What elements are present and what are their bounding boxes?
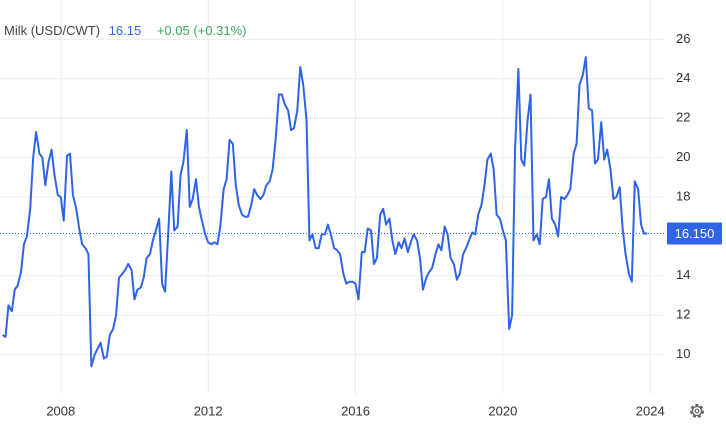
y-tick-label: 24: [676, 70, 690, 85]
grid: [0, 0, 665, 394]
last-price-box: [667, 222, 722, 245]
y-tick-label: 26: [676, 31, 690, 46]
x-tick-label: 2016: [341, 403, 370, 418]
y-tick-label: 10: [676, 346, 690, 361]
y-tick-label: 18: [676, 188, 690, 203]
y-tick-label: 22: [676, 110, 690, 125]
y-tick-label: 20: [676, 149, 690, 164]
x-tick-label: 2012: [194, 403, 223, 418]
last-price-label: 16.150: [675, 226, 715, 241]
gear-teeth: [690, 404, 704, 418]
gear-body: [691, 405, 703, 417]
x-tick-label: 2008: [46, 403, 75, 418]
x-tick-label: 2020: [488, 403, 517, 418]
y-tick-label: 14: [676, 267, 690, 282]
price-change: +0.05 (+0.31%): [157, 23, 247, 38]
header: Milk (USD/CWT) 16.15 +0.05 (+0.31%): [4, 23, 246, 38]
gear-hole: [694, 408, 700, 414]
settings-icon[interactable]: [690, 404, 704, 418]
plot: [0, 56, 665, 368]
y-tick-label: 12: [676, 307, 690, 322]
chart-title: Milk (USD/CWT): [4, 23, 100, 38]
price-line: [2, 56, 648, 368]
x-tick-label: 2024: [636, 403, 665, 418]
last-price: 16.15: [109, 23, 142, 38]
axes: 10 12 14 18 20 22 24 26 2008 2012 2016 2020 2024 16.1…: [46, 31, 722, 418]
